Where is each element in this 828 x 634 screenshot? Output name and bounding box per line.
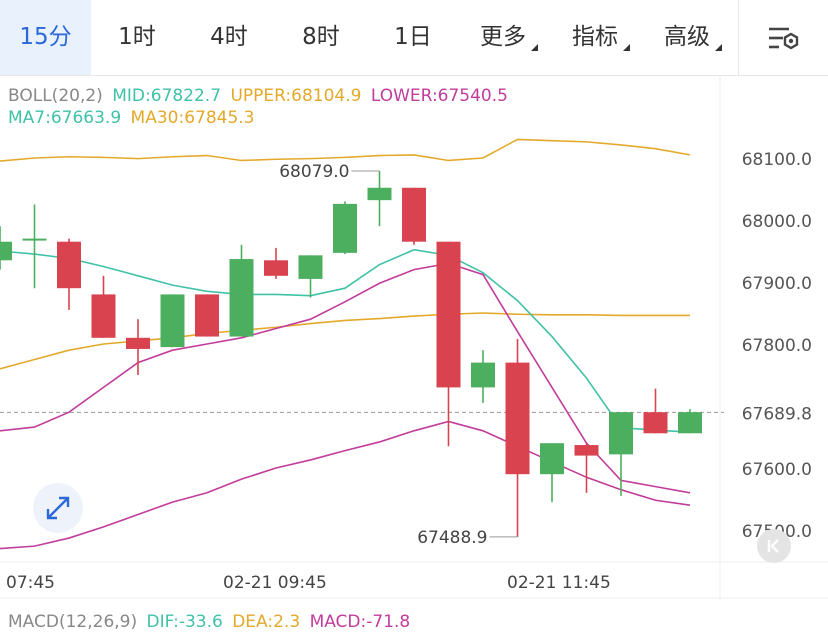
tab-advanced[interactable]: 高级 xyxy=(650,0,724,75)
current-price-label: 67689.8 xyxy=(742,404,812,424)
candle xyxy=(298,255,323,298)
chart-annotations: 68079.0 67488.9 xyxy=(279,162,518,548)
high-price-label: 68079.0 xyxy=(279,162,349,182)
time-tick-label: 02-21 11:45 xyxy=(507,573,611,593)
tab-8h[interactable]: 8时 xyxy=(302,24,340,50)
candle xyxy=(540,443,564,503)
candle xyxy=(91,275,116,338)
candle xyxy=(126,319,150,375)
back-to-latest-button[interactable] xyxy=(757,529,791,563)
time-axis: 07:45 02-21 09:45 02-21 11:45 xyxy=(6,573,611,593)
candle-body xyxy=(229,259,254,337)
candle-body xyxy=(0,241,12,261)
boll-upper-line xyxy=(0,138,691,162)
candle-body xyxy=(57,241,81,289)
candle-body xyxy=(436,241,461,388)
candle xyxy=(678,409,702,434)
tab-1d[interactable]: 1日 xyxy=(394,24,432,50)
candle-body xyxy=(367,187,392,201)
macd-legend: MACD(12,26,9) DIF:-33.6 DEA:2.3 MACD:-71… xyxy=(8,612,414,632)
back-to-latest-icon xyxy=(767,539,779,553)
candle xyxy=(195,294,219,337)
candle xyxy=(402,187,426,245)
candle xyxy=(367,171,392,227)
chart-settings-button[interactable] xyxy=(738,0,828,75)
candle xyxy=(643,388,668,434)
current-price-box xyxy=(724,398,828,427)
candle xyxy=(229,244,254,337)
expand-chart-button[interactable] xyxy=(33,483,83,533)
candle xyxy=(436,241,461,447)
candle-body xyxy=(160,294,185,348)
boll-upper-value: UPPER:68104.9 xyxy=(230,86,362,106)
ma-legend: MA7:67663.9 MA30:67845.3 xyxy=(8,108,259,128)
candle xyxy=(22,204,47,289)
tab-indicators[interactable]: 指标 xyxy=(558,0,632,75)
candle-body xyxy=(471,362,495,388)
candle-body xyxy=(574,445,599,456)
dropdown-triangle-icon xyxy=(531,44,538,51)
ma7-line xyxy=(0,248,691,433)
time-tick-label: 02-21 09:45 xyxy=(223,573,327,593)
time-tick-label: 07:45 xyxy=(6,573,55,593)
ma7-value: MA7:67663.9 xyxy=(8,108,122,128)
indicator-lines xyxy=(0,138,691,550)
macd-macd-value: MACD:-71.8 xyxy=(309,612,411,632)
candle-body xyxy=(609,412,633,455)
candle xyxy=(333,201,357,255)
price-tick-label: 68100.0 xyxy=(742,150,812,170)
candles xyxy=(0,171,702,537)
boll-lower-value: LOWER:67540.5 xyxy=(370,86,508,106)
candle-body xyxy=(126,337,150,349)
candle xyxy=(609,412,633,496)
chart-settings-icon xyxy=(769,27,799,50)
expand-chart-icon xyxy=(46,496,70,520)
candle-body xyxy=(540,443,564,475)
candle xyxy=(471,350,495,403)
price-tick-label: 67900.0 xyxy=(742,274,812,294)
price-tick-label: 68000.0 xyxy=(742,212,812,232)
boll-lower-line xyxy=(0,420,691,550)
dropdown-triangle-icon xyxy=(623,44,630,51)
candle xyxy=(0,226,12,270)
price-axis: 68100.068000.067900.067800.067600.067500… xyxy=(724,150,828,542)
price-tick-label: 67800.0 xyxy=(742,336,812,356)
timeframe-tabbar: 15分 1时 4时 8时 1日 更多 指标 高级 xyxy=(0,0,828,76)
price-tick-label: 67600.0 xyxy=(742,460,812,480)
low-price-label: 67488.9 xyxy=(417,528,487,548)
tab-more[interactable]: 更多 xyxy=(466,0,540,75)
candle-body xyxy=(333,203,357,253)
candle xyxy=(264,247,288,279)
boll-mid-value: MID:67822.7 xyxy=(112,86,222,106)
boll-legend: BOLL(20,2) MID:67822.7 UPPER:68104.9 LOW… xyxy=(8,86,512,106)
candle-body xyxy=(195,294,219,337)
candle-body xyxy=(678,412,702,434)
candle xyxy=(57,238,81,310)
boll-name: BOLL(20,2) xyxy=(8,86,103,106)
macd-name: MACD(12,26,9) xyxy=(8,612,138,632)
tab-15m[interactable]: 15分 xyxy=(0,0,91,75)
candle-body xyxy=(22,238,47,241)
macd-dea-value: DEA:2.3 xyxy=(232,612,301,632)
candle xyxy=(574,443,599,493)
candle xyxy=(505,339,530,537)
macd-dif-value: DIF:-33.6 xyxy=(146,612,223,632)
candle-body xyxy=(505,362,530,475)
tab-1h[interactable]: 1时 xyxy=(118,24,156,50)
candle-body xyxy=(91,294,116,338)
candle xyxy=(160,294,185,348)
ma30-line xyxy=(0,262,691,494)
ma30-value: MA30:67845.3 xyxy=(130,108,255,128)
candle-body xyxy=(264,260,288,276)
tab-4h[interactable]: 4时 xyxy=(210,24,248,50)
candle-body xyxy=(643,412,668,434)
boll-mid-line xyxy=(0,312,690,370)
dropdown-triangle-icon xyxy=(715,44,722,51)
candle-body xyxy=(298,255,323,279)
candle-body xyxy=(402,187,426,242)
